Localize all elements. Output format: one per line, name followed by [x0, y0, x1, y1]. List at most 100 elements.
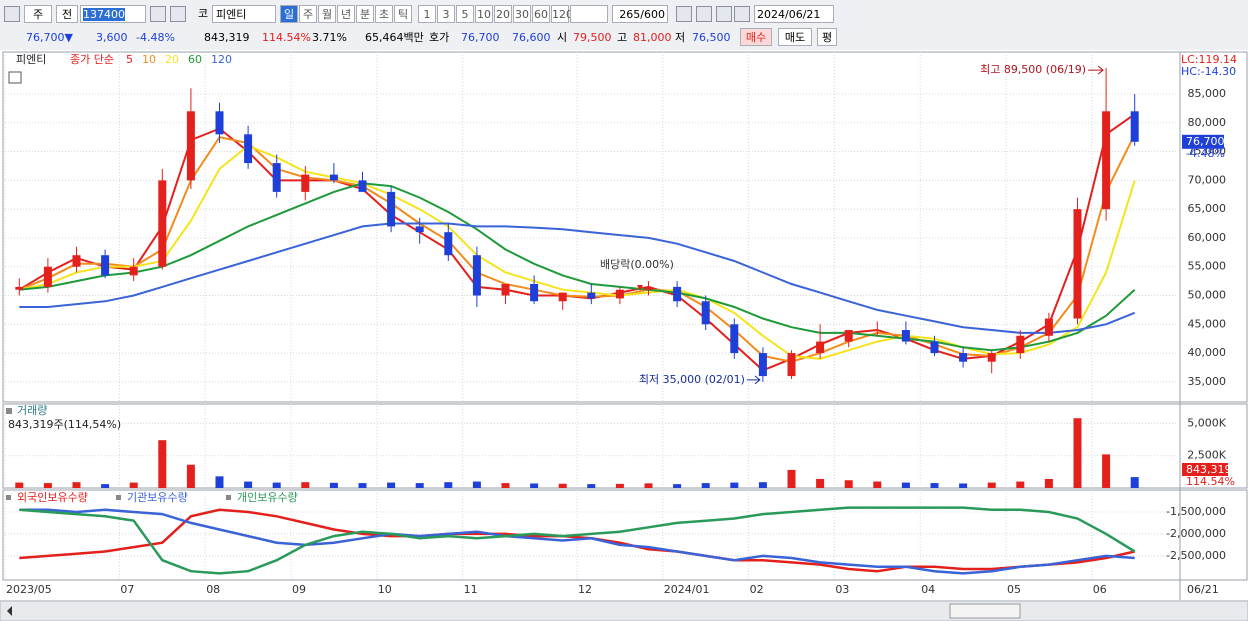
interval-button[interactable]: 3	[437, 5, 455, 23]
code-input[interactable]: 137400	[80, 5, 146, 23]
x-tick-label: 2024/01	[664, 583, 710, 596]
dividend-marker	[637, 285, 643, 291]
volume-bar	[444, 482, 453, 488]
candle-body	[215, 111, 224, 135]
dropdown[interactable]	[570, 5, 608, 23]
ma-line	[19, 182, 1136, 352]
scrollbar	[0, 600, 1248, 621]
pane-title: 거래량	[17, 404, 47, 417]
icon[interactable]	[4, 6, 20, 22]
pane-border	[2, 51, 1248, 403]
interval-button[interactable]: 월	[318, 5, 336, 23]
avg-button[interactable]: 평	[817, 28, 837, 46]
interval-button[interactable]: 초	[375, 5, 393, 23]
last-volume: 843,319	[1186, 463, 1232, 476]
volume-bar	[758, 482, 767, 488]
volume-bar	[272, 482, 281, 488]
interval-button[interactable]: 5	[456, 5, 474, 23]
sell-button[interactable]: 매도	[778, 28, 812, 46]
volume-bar	[816, 478, 825, 488]
settings[interactable]	[734, 6, 750, 22]
interval-button[interactable]: 60	[532, 5, 550, 23]
ma-line	[18, 133, 1136, 363]
interval-button[interactable]: 일	[280, 5, 298, 23]
pane-border	[2, 403, 1248, 489]
y-tick-label: 55,000	[1188, 260, 1227, 273]
interval-button[interactable]: 주	[299, 5, 317, 23]
x-tick-label: 09	[292, 583, 306, 596]
candle-body	[129, 266, 138, 276]
candle-body	[158, 180, 167, 267]
volume-bar	[901, 482, 910, 488]
volume-bar	[1130, 477, 1139, 488]
candle-body	[987, 353, 996, 362]
tool[interactable]	[716, 6, 732, 22]
volume-bar	[15, 482, 24, 488]
legend-entry: 20	[165, 53, 179, 66]
legend-icon	[6, 495, 11, 500]
buy-button[interactable]: 매수	[740, 28, 772, 46]
x-last-date: 06/21	[1187, 583, 1219, 596]
y-tick-label: 65,000	[1188, 202, 1227, 215]
market: 코	[198, 7, 209, 20]
x-tick-label: 11	[464, 583, 478, 596]
candle-body	[244, 134, 253, 164]
y-tick-label: 5,000K	[1187, 416, 1226, 429]
volume: 843,319	[204, 31, 250, 44]
tool[interactable]	[696, 6, 712, 22]
interval-button[interactable]: 120	[551, 5, 573, 23]
interval-button[interactable]: 틱	[394, 5, 412, 23]
y-tick-label: 80,000	[1188, 116, 1227, 129]
x-tick-label: 2023/05	[6, 583, 52, 596]
candle-body	[701, 301, 710, 325]
candle-body	[1073, 209, 1082, 319]
period-select[interactable]: 주	[24, 5, 52, 23]
high: 81,000	[633, 31, 672, 44]
date-input[interactable]: 2024/06/21	[754, 5, 834, 23]
volume-bar	[472, 481, 481, 488]
volume-bar	[301, 482, 310, 488]
ma-line	[19, 144, 1136, 360]
interval-button[interactable]: 1	[418, 5, 436, 23]
volume-bar	[1044, 478, 1053, 488]
high-note: 최고 89,500 (06/19)	[980, 63, 1086, 76]
volume-bar	[644, 483, 653, 488]
volume-bar	[558, 483, 567, 488]
volume-bar	[43, 483, 52, 488]
interval-button[interactable]: 10	[475, 5, 493, 23]
legend-entry: 기관보유수량	[127, 491, 188, 504]
tool[interactable]	[676, 6, 692, 22]
volume-bar	[987, 482, 996, 488]
search[interactable]	[150, 6, 166, 22]
shown: 265	[619, 8, 641, 21]
change: 3,600	[96, 31, 128, 44]
candle-body	[1016, 335, 1025, 354]
candle-body	[816, 341, 825, 354]
count[interactable]: 265/600	[612, 5, 668, 23]
legend-icon	[226, 495, 231, 500]
stock-name[interactable]: 피엔티	[212, 5, 276, 23]
candle-body	[787, 353, 796, 377]
last-volume-box	[1182, 463, 1228, 476]
interval-button[interactable]: 년	[337, 5, 355, 23]
total: /600	[640, 8, 665, 21]
volume-bar	[129, 482, 138, 488]
volume-bar	[329, 482, 338, 488]
candle-body	[1102, 111, 1111, 210]
scroll-arrow	[7, 606, 12, 616]
y-tick-label: 70,000	[1188, 173, 1227, 186]
last-price-box	[1182, 134, 1224, 149]
candle-body	[1130, 111, 1139, 142]
interval-button[interactable]: 분	[356, 5, 374, 23]
last-volume-pct: 114.54%	[1186, 475, 1235, 488]
y-tick-label: 45,000	[1188, 317, 1227, 330]
low-label: 저	[675, 31, 686, 44]
prev-button[interactable]: 전	[56, 5, 78, 23]
interval-button[interactable]: 20	[494, 5, 512, 23]
volume-bar	[730, 482, 739, 488]
interval-button[interactable]: 30	[513, 5, 531, 23]
sound[interactable]	[170, 6, 186, 22]
open: 79,500	[573, 31, 612, 44]
legend-icon	[8, 71, 22, 84]
volume-bar	[415, 483, 424, 488]
